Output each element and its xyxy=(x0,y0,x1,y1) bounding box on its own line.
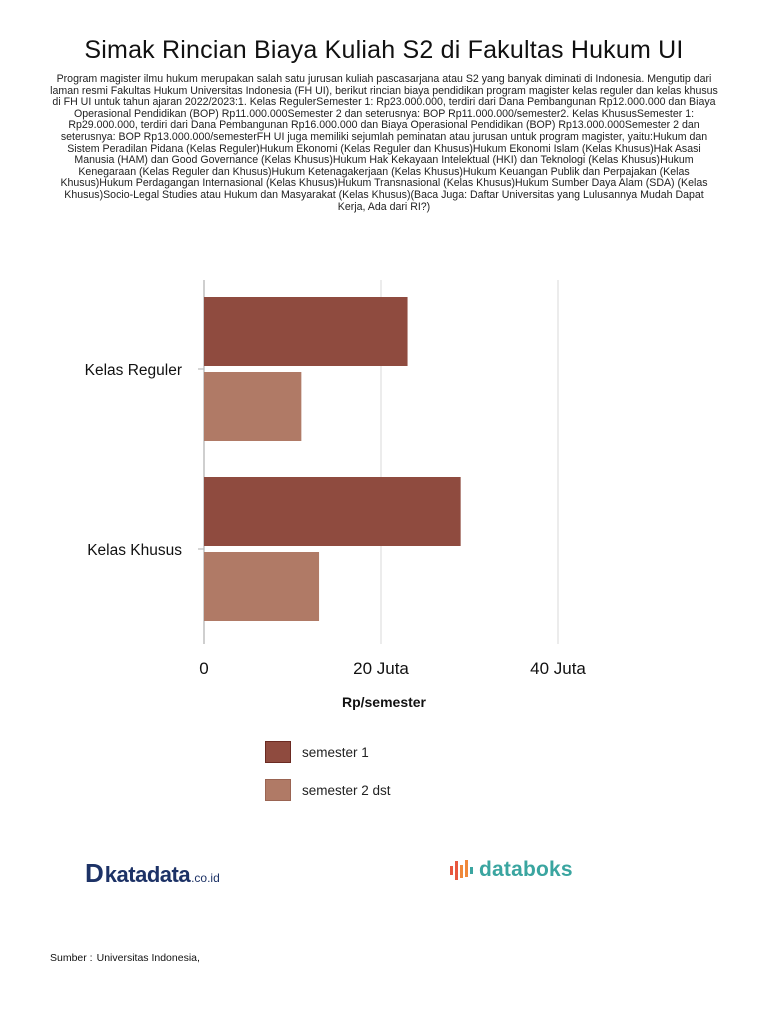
katadata-mark: D xyxy=(85,858,104,888)
legend: semester 1 semester 2 dst xyxy=(265,740,391,816)
databoks-bars-icon xyxy=(450,860,473,880)
x-axis-label: Rp/semester xyxy=(341,694,427,710)
legend-item-semester-1: semester 1 xyxy=(265,740,391,764)
databoks-name: databoks xyxy=(479,858,573,881)
bar-kelas-reguler-series-2 xyxy=(204,372,302,441)
legend-swatch-semester-2 xyxy=(265,779,291,801)
katadata-suffix: .co.id xyxy=(191,871,220,885)
chart-title: Simak Rincian Biaya Kuliah S2 di Fakulta… xyxy=(84,36,684,64)
bar-kelas-reguler-series-1 xyxy=(204,297,408,366)
legend-swatch-semester-1 xyxy=(265,741,291,763)
legend-item-semester-2: semester 2 dst xyxy=(265,778,391,802)
source-note: Sumber : Universitas Indonesia, xyxy=(50,952,204,964)
bars xyxy=(204,297,461,621)
category-labels: Kelas Reguler Kelas Khusus xyxy=(85,362,183,559)
katadata-name: katadata xyxy=(104,862,191,887)
bar-chart: Kelas Reguler Kelas Khusus 0 20 Juta 40 Jut… xyxy=(85,280,586,678)
bar-kelas-khusus-series-2 xyxy=(204,552,320,621)
x-tick-label: 0 xyxy=(199,659,208,678)
x-tick-label: 40 Juta xyxy=(530,659,586,678)
category-label: Kelas Khusus xyxy=(87,542,182,559)
x-tick-label: 20 Juta xyxy=(353,659,409,678)
x-tick-labels: 0 20 Juta 40 Juta xyxy=(199,659,586,678)
category-label: Kelas Reguler xyxy=(85,362,182,379)
databoks-logo: databoks xyxy=(449,858,573,882)
legend-label-semester-1: semester 1 xyxy=(302,744,369,760)
source-label: Sumber : xyxy=(50,952,93,964)
legend-label-semester-2: semester 2 dst xyxy=(302,782,391,798)
katadata-logo: D katadata .co.id xyxy=(85,858,220,889)
chart-description: Program magister ilmu hukum merupakan sa… xyxy=(50,73,718,213)
bar-kelas-khusus-series-1 xyxy=(204,477,461,546)
source-value: Universitas Indonesia, xyxy=(96,952,200,964)
